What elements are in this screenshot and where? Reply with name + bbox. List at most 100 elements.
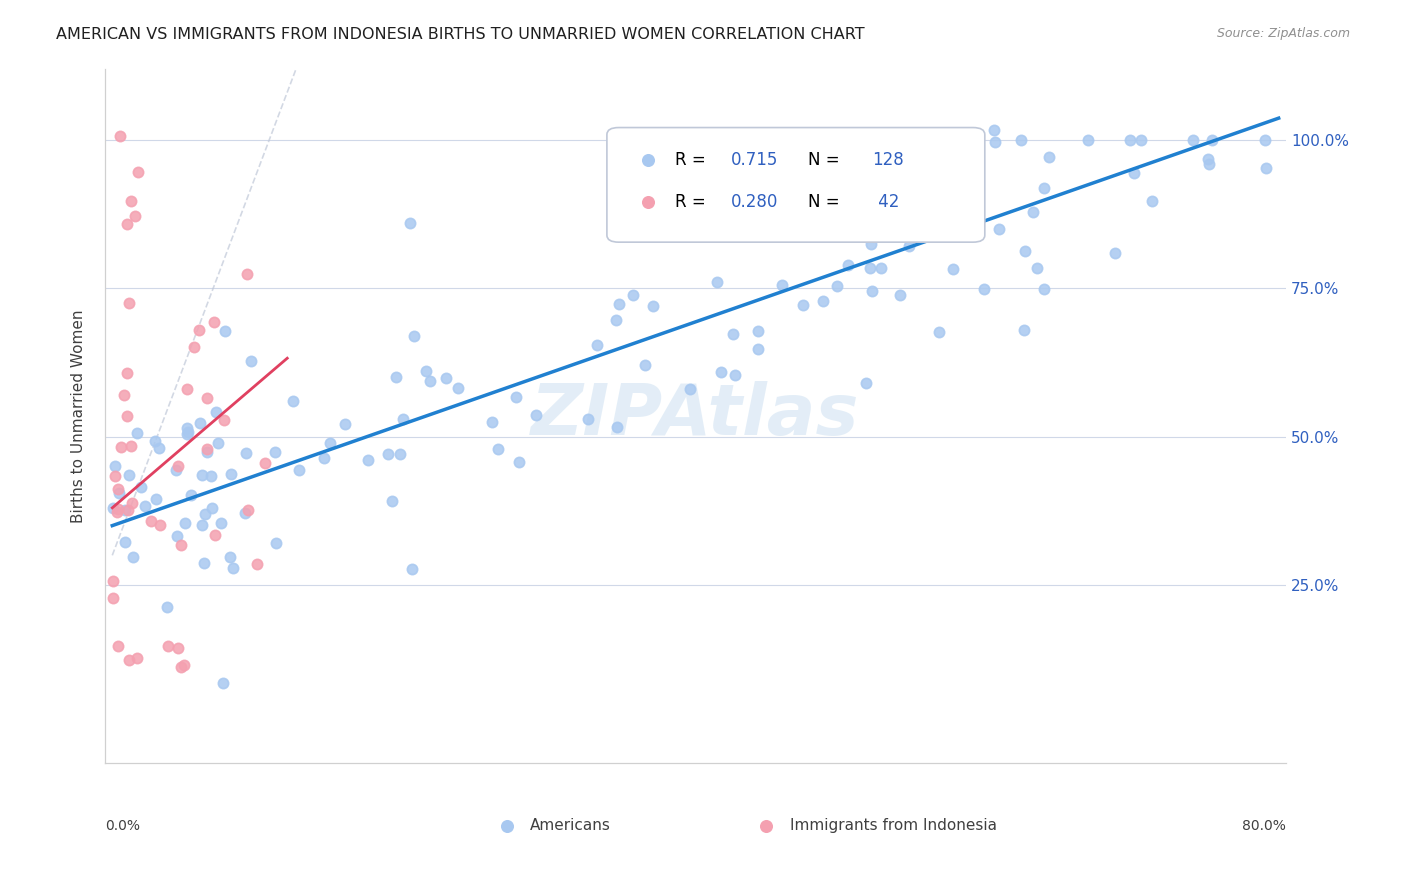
Point <box>177 425 200 439</box>
Point <box>606 420 628 434</box>
Point <box>770 278 793 293</box>
Point <box>281 394 304 409</box>
Point <box>634 358 657 372</box>
Point <box>105 505 128 519</box>
Point <box>576 412 599 426</box>
Point <box>882 133 904 147</box>
Point <box>918 780 941 794</box>
Point <box>1033 181 1056 195</box>
Point <box>118 467 141 482</box>
Point <box>486 442 509 457</box>
Point <box>195 392 218 406</box>
Point <box>714 228 737 243</box>
Point <box>166 640 188 655</box>
Point <box>194 508 217 522</box>
Point <box>721 327 744 342</box>
Text: ZIPAtlas: ZIPAtlas <box>531 381 859 450</box>
Text: 0.0%: 0.0% <box>105 819 141 832</box>
Point <box>928 326 950 340</box>
Point <box>609 296 631 310</box>
Point <box>176 382 198 396</box>
Point <box>145 492 167 507</box>
Point <box>883 208 905 222</box>
Point <box>254 456 277 470</box>
Point <box>1182 133 1205 147</box>
Point <box>596 780 619 794</box>
Point <box>837 258 859 272</box>
Point <box>174 516 197 530</box>
Point <box>772 246 794 260</box>
Point <box>404 328 426 343</box>
Point <box>419 375 441 389</box>
Point <box>1026 261 1049 276</box>
Point <box>200 468 222 483</box>
Point <box>984 136 1007 150</box>
Point <box>724 368 747 382</box>
Point <box>859 261 882 276</box>
Point <box>129 480 152 494</box>
Point <box>959 168 981 182</box>
Point <box>264 536 287 550</box>
Point <box>107 640 129 654</box>
Point <box>1012 323 1035 337</box>
Point <box>212 675 235 690</box>
Point <box>118 295 141 310</box>
Point <box>398 216 420 230</box>
Point <box>125 425 148 440</box>
Point <box>860 285 883 299</box>
Text: N =: N = <box>807 193 839 211</box>
Point <box>621 288 644 302</box>
Point <box>149 518 172 533</box>
Point <box>1038 149 1060 163</box>
Point <box>170 660 193 674</box>
Point <box>585 338 607 352</box>
Point <box>107 482 129 496</box>
Point <box>1077 133 1099 147</box>
Point <box>679 382 702 396</box>
Text: 42: 42 <box>873 193 898 211</box>
Y-axis label: Births to Unmarried Women: Births to Unmarried Women <box>72 309 86 523</box>
Point <box>526 409 548 423</box>
Point <box>314 450 336 465</box>
Point <box>319 435 342 450</box>
Point <box>207 435 229 450</box>
Point <box>195 442 218 457</box>
Point <box>233 506 256 520</box>
Point <box>114 534 136 549</box>
Point <box>187 322 209 336</box>
Point <box>1119 133 1142 147</box>
Point <box>101 500 124 515</box>
Point <box>962 173 984 187</box>
Text: 0.715: 0.715 <box>731 152 779 169</box>
Point <box>101 591 124 605</box>
Point <box>219 467 242 481</box>
Point <box>170 538 193 552</box>
Point <box>195 445 218 459</box>
Point <box>778 219 800 233</box>
Point <box>706 276 728 290</box>
Point <box>193 556 215 570</box>
Point <box>377 447 399 461</box>
Point <box>825 279 848 293</box>
Point <box>1033 283 1056 297</box>
Point <box>333 417 356 431</box>
Point <box>897 239 920 253</box>
Text: R =: R = <box>675 193 711 211</box>
Point <box>108 129 131 144</box>
Point <box>973 282 995 296</box>
Point <box>747 324 769 338</box>
Point <box>659 200 682 214</box>
Point <box>792 298 814 312</box>
Point <box>173 657 195 672</box>
Point <box>859 237 882 252</box>
Point <box>165 462 187 476</box>
Point <box>1104 245 1126 260</box>
Point <box>1140 194 1163 209</box>
Point <box>201 500 224 515</box>
Point <box>139 514 162 528</box>
Point <box>481 415 503 429</box>
Point <box>1021 205 1043 219</box>
Point <box>122 549 145 564</box>
Point <box>955 133 977 147</box>
Point <box>1198 156 1220 170</box>
